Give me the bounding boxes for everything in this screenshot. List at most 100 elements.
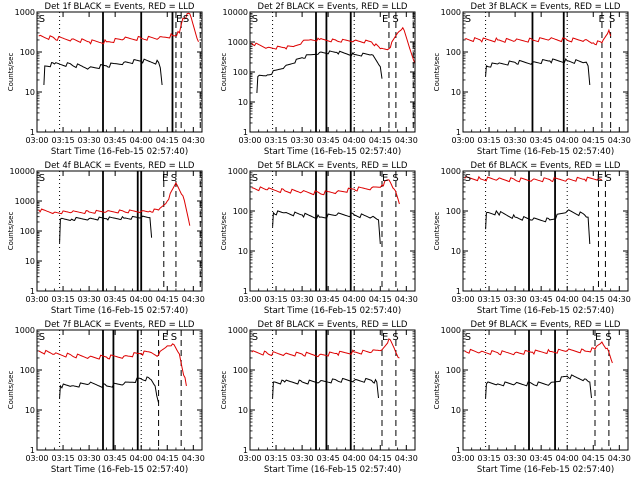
x-axis-label: Start Time (16-Feb-15 02:57:40)	[51, 147, 188, 157]
x-tick-label: 04:00	[556, 454, 579, 463]
x-axis-label: Start Time (16-Feb-15 02:57:40)	[264, 147, 401, 157]
panel-det-6: Det 6f BLACK = Events, RED = LLD Counts/s…	[433, 161, 631, 316]
event-marker-e: E	[162, 332, 168, 343]
x-tick-label: 03:45	[317, 136, 340, 145]
y-tick-label: 10	[25, 257, 35, 266]
y-tick-label: 1	[243, 128, 248, 137]
panel-det-8: Det 8f BLACK = Events, RED = LLD Counts/s…	[220, 320, 418, 475]
panel-title: Det 5f BLACK = Events, RED = LLD	[258, 161, 408, 171]
x-tick-label: 03:15	[265, 295, 288, 304]
x-tick-label: 04:00	[556, 136, 579, 145]
y-tick-label: 1000	[228, 326, 248, 335]
series-lld-line	[38, 181, 191, 226]
x-axis-label: Start Time (16-Feb-15 02:57:40)	[264, 306, 401, 316]
y-tick-label: 1000	[228, 38, 248, 47]
y-tick-label: 10	[238, 247, 248, 256]
y-tick-label: 10000	[10, 167, 35, 176]
x-tick-label: 03:30	[504, 136, 527, 145]
series-lld-line	[38, 343, 187, 386]
y-tick-label: 10000	[223, 8, 248, 17]
event-marker-s: S	[39, 173, 45, 184]
panel-title: Det 1f BLACK = Events, RED = LLD	[45, 2, 195, 12]
event-marker-s: S	[252, 14, 258, 25]
y-tick-label: 100	[20, 227, 35, 236]
x-tick-label: 03:45	[104, 295, 127, 304]
y-tick-label: 1000	[15, 8, 35, 17]
x-axis-label: Start Time (16-Feb-15 02:57:40)	[477, 306, 614, 316]
event-marker-e: E	[162, 173, 168, 184]
plot-frame	[36, 329, 203, 451]
event-marker-s: S	[252, 173, 258, 184]
x-tick-label: 03:15	[265, 136, 288, 145]
event-marker-e: E	[595, 332, 601, 343]
x-tick-label: 04:15	[582, 454, 605, 463]
event-marker-s: S	[39, 14, 45, 25]
x-tick-label: 03:00	[25, 295, 48, 304]
y-tick-label: 1	[243, 446, 248, 455]
x-tick-label: 03:45	[530, 454, 553, 463]
panel-title: Det 3f BLACK = Events, RED = LLD	[471, 2, 621, 12]
series-lld-line	[464, 28, 612, 46]
series-events-line	[272, 377, 379, 399]
y-tick-label: 1000	[441, 326, 461, 335]
event-marker-s: S	[39, 332, 45, 343]
plot-frame	[36, 170, 203, 292]
x-tick-label: 04:15	[582, 136, 605, 145]
event-marker-s: S	[392, 332, 398, 343]
x-tick-label: 03:45	[317, 454, 340, 463]
x-tick-label: 03:45	[530, 136, 553, 145]
panel-det-3: Det 3f BLACK = Events, RED = LLD Counts/s…	[433, 2, 631, 157]
panel-det-9: Det 9f BLACK = Events, RED = LLD Counts/s…	[433, 320, 631, 475]
x-tick-label: 03:15	[52, 295, 75, 304]
series-lld-line	[251, 338, 400, 359]
x-tick-label: 04:15	[156, 136, 179, 145]
x-tick-label: 03:00	[25, 454, 48, 463]
panel-title: Det 4f BLACK = Events, RED = LLD	[45, 161, 195, 171]
series-lld-line	[251, 179, 400, 205]
plot-frame	[249, 170, 416, 292]
event-marker-e: E	[382, 173, 388, 184]
plot-frame	[249, 329, 416, 451]
y-tick-label: 1	[30, 128, 35, 137]
event-marker-e: E	[382, 14, 388, 25]
x-axis-label: Start Time (16-Feb-15 02:57:40)	[477, 147, 614, 157]
y-axis-label: Counts/sec	[433, 212, 441, 251]
y-tick-label: 100	[233, 366, 248, 375]
x-tick-label: 04:30	[608, 136, 631, 145]
x-tick-label: 03:30	[291, 454, 314, 463]
x-tick-label: 04:30	[395, 295, 418, 304]
y-axis-label: Counts/sec	[220, 53, 228, 92]
plot-frame	[36, 11, 203, 133]
plot-frame	[462, 11, 629, 133]
panel-det-5: Det 5f BLACK = Events, RED = LLD Counts/s…	[220, 161, 418, 316]
event-marker-s: S	[605, 332, 611, 343]
x-tick-label: 04:30	[182, 136, 205, 145]
panel-title: Det 7f BLACK = Events, RED = LLD	[45, 320, 195, 330]
y-tick-label: 10	[238, 98, 248, 107]
event-marker-s: S	[183, 14, 189, 25]
y-tick-label: 100	[446, 48, 461, 57]
y-axis-label: Counts/sec	[7, 212, 15, 251]
plot-frame	[462, 170, 629, 292]
event-marker-s: S	[392, 173, 398, 184]
event-marker-e: E	[176, 14, 182, 25]
y-axis-label: Counts/sec	[220, 371, 228, 410]
x-tick-label: 03:45	[317, 295, 340, 304]
x-tick-label: 03:00	[451, 454, 474, 463]
y-tick-label: 10	[25, 406, 35, 415]
y-tick-label: 1000	[441, 8, 461, 17]
x-tick-label: 03:15	[478, 295, 501, 304]
series-events-line	[485, 209, 591, 245]
x-tick-label: 04:30	[608, 454, 631, 463]
y-tick-label: 1	[30, 446, 35, 455]
y-tick-label: 1	[456, 128, 461, 137]
event-marker-s: S	[465, 14, 471, 25]
event-marker-s: S	[465, 173, 471, 184]
x-tick-label: 04:30	[608, 295, 631, 304]
x-tick-label: 03:00	[25, 136, 48, 145]
event-marker-s: S	[609, 14, 615, 25]
x-tick-label: 03:30	[78, 454, 101, 463]
y-axis-label: Counts/sec	[433, 371, 441, 410]
x-tick-label: 03:30	[504, 295, 527, 304]
